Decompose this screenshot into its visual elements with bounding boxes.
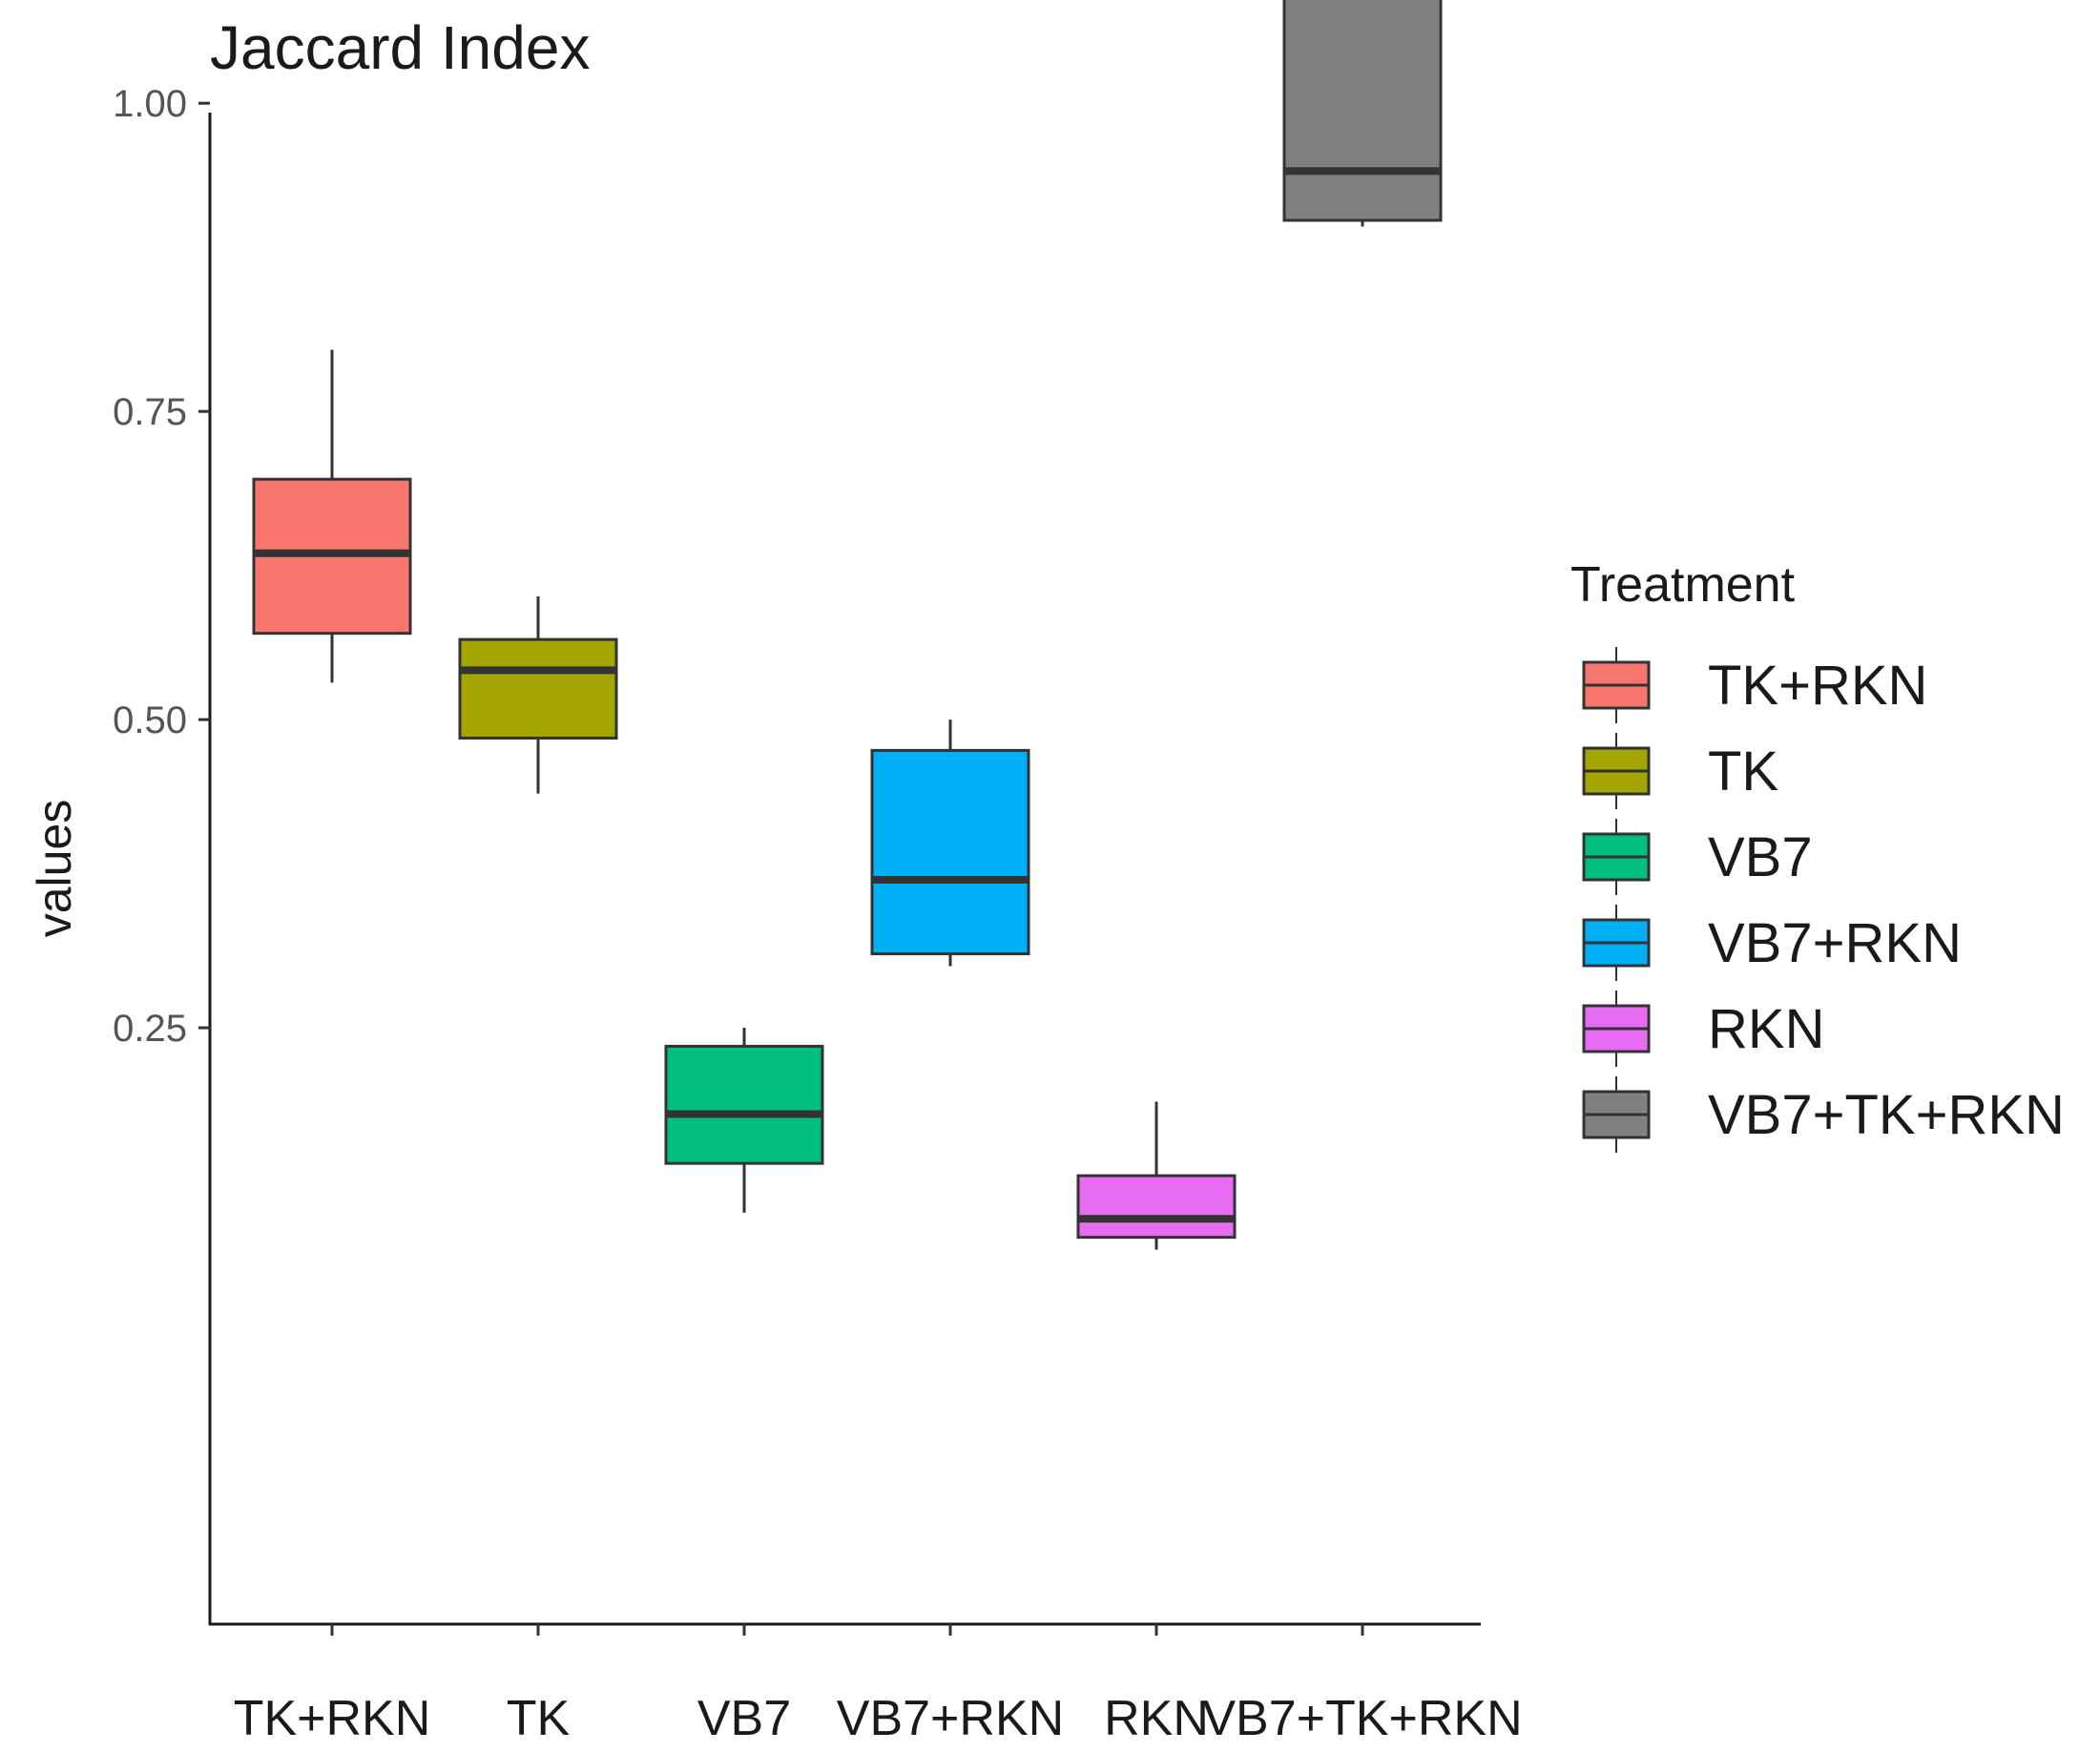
legend-title: Treatment (1570, 557, 1796, 613)
x-tick-label: TK+RKN (234, 1691, 431, 1746)
box-body (1076, 1174, 1237, 1240)
box-rkn (1076, 1101, 1237, 1250)
box-body (664, 1044, 824, 1165)
legend-item: VB7 (1582, 819, 1813, 895)
plot-area: 0.25 0.50 0.75 1.00 TK+RKN TK VB7 VB7+RKN RKNVB7… (113, 0, 1523, 1746)
box-vb7-tk-rkn (1282, 0, 1443, 227)
y-tick-label: 1.00 (113, 83, 187, 125)
y-tick-label: 0.50 (113, 699, 187, 741)
y-tick-label: 0.25 (113, 1008, 187, 1050)
legend-label: VB7 (1708, 826, 1813, 888)
x-tick-label: RKN (1104, 1691, 1209, 1746)
legend-item: VB7+RKN (1582, 905, 1962, 981)
legend: Treatment TK+RKN TK VB7 VB7+RKN RKN VB7+TK+RK… (1570, 557, 2065, 1153)
legend-label: RKN (1708, 998, 1824, 1060)
legend-item: RKN (1582, 991, 1824, 1067)
x-tick-label: TK (507, 1691, 571, 1746)
y-axis-label: values (28, 800, 81, 938)
legend-item: TK (1582, 733, 1778, 809)
box-tk (458, 595, 618, 794)
legend-item: VB7+TK+RKN (1582, 1076, 2065, 1153)
chart-title: Jaccard Index (210, 13, 590, 82)
legend-label: TK (1708, 740, 1778, 803)
box-tk-rkn (252, 349, 412, 683)
legend-label: TK+RKN (1708, 655, 1927, 717)
legend-label: VB7+RKN (1708, 912, 1962, 974)
legend-label: VB7+TK+RKN (1708, 1084, 2065, 1146)
box-body (870, 748, 1030, 956)
x-tick-label: VB7+RKN (837, 1691, 1064, 1746)
x-tick-label: VB7 (697, 1691, 791, 1746)
box-vb7-rkn (870, 720, 1030, 967)
legend-item: TK+RKN (1582, 647, 1927, 723)
box-vb7 (664, 1028, 824, 1213)
box-body (458, 637, 618, 740)
box-body (1282, 0, 1443, 222)
x-tick-label: VB7+TK+RKN (1202, 1691, 1522, 1746)
y-tick-label: 0.75 (113, 391, 187, 433)
